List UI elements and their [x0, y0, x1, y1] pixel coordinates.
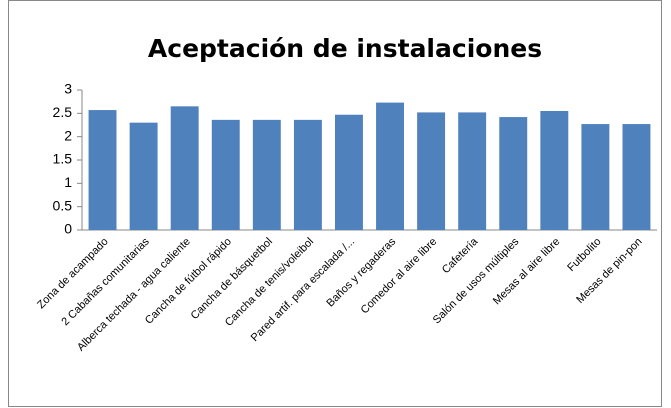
bar [499, 117, 528, 230]
y-tick-label: 0.5 [53, 197, 73, 213]
y-tick-label: 3 [64, 81, 72, 97]
chart-title: Aceptación de instalaciones [148, 34, 542, 63]
bar [211, 119, 240, 230]
bar [88, 110, 117, 230]
y-tick-label: 0 [64, 221, 72, 237]
bar [458, 112, 487, 230]
y-tick-label: 2 [64, 127, 72, 143]
y-tick-label: 1 [64, 174, 72, 190]
bar [417, 112, 446, 230]
bar [581, 124, 610, 230]
bar [335, 114, 363, 230]
bar [622, 124, 651, 230]
bar [129, 122, 158, 230]
y-tick-label: 1.5 [53, 151, 73, 167]
bar [170, 106, 199, 230]
bar [293, 119, 322, 230]
bar [376, 102, 404, 230]
y-tick-label: 2.5 [53, 104, 73, 120]
bar [252, 119, 281, 230]
bar [540, 111, 569, 230]
